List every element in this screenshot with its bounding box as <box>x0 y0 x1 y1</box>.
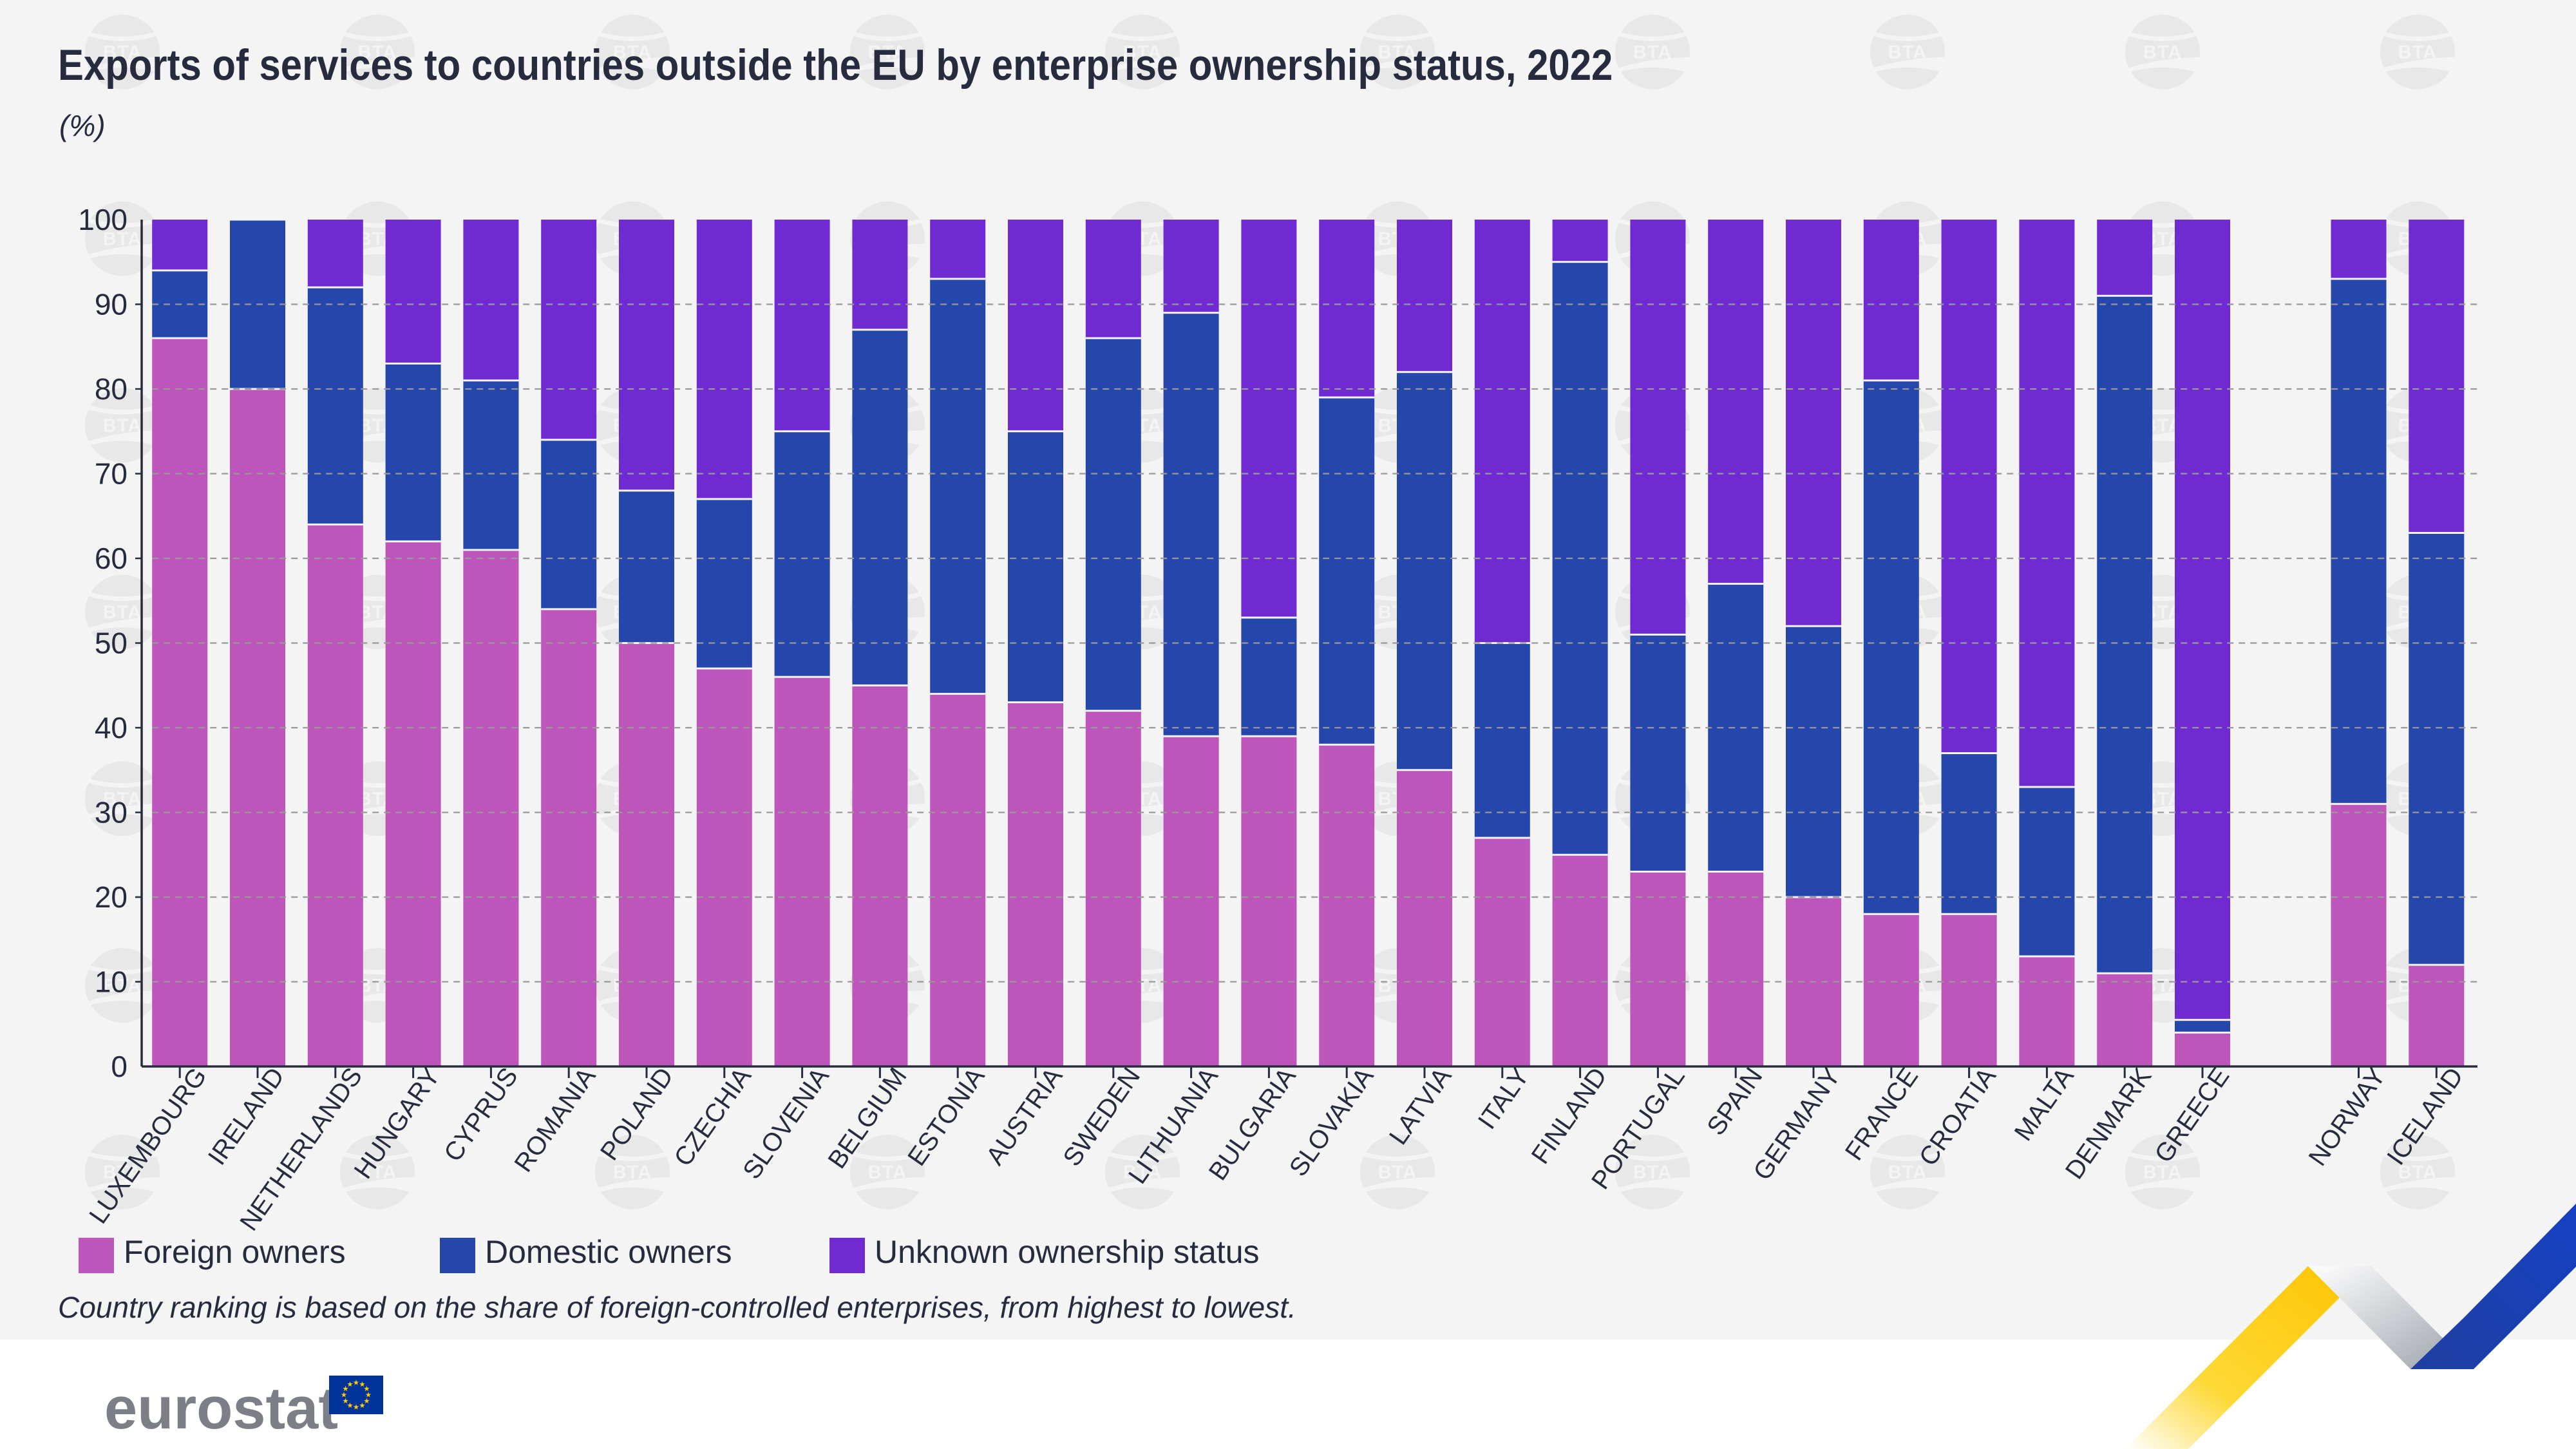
svg-text:100: 100 <box>78 203 128 236</box>
svg-text:30: 30 <box>95 796 128 829</box>
svg-text:60: 60 <box>95 542 128 575</box>
svg-text:50: 50 <box>95 627 128 660</box>
svg-text:40: 40 <box>95 711 128 744</box>
svg-text:20: 20 <box>95 880 128 914</box>
svg-text:0: 0 <box>111 1050 128 1083</box>
svg-text:10: 10 <box>95 965 128 999</box>
svg-text:80: 80 <box>95 372 128 406</box>
svg-text:90: 90 <box>95 288 128 321</box>
svg-text:70: 70 <box>95 457 128 491</box>
